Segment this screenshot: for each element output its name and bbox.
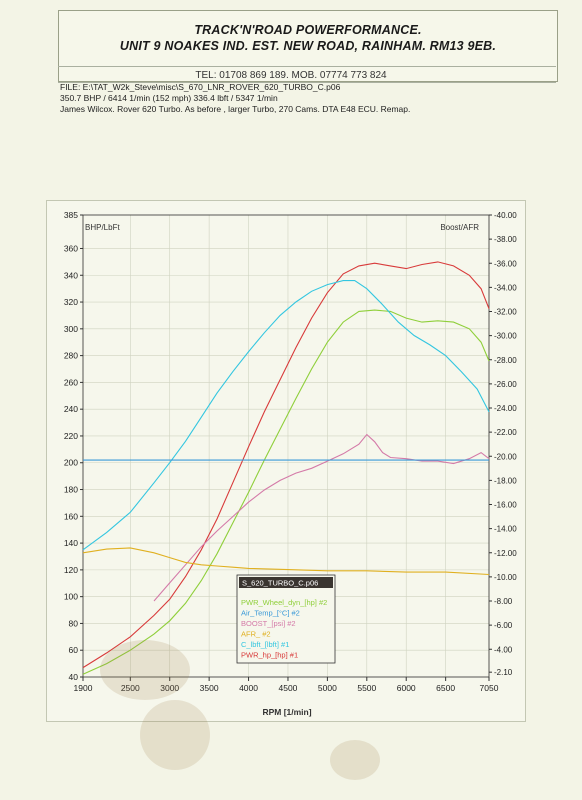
x-tick-label: 3500	[200, 683, 219, 693]
legend-entry: PWR_Wheel_dyn_[hp] #2	[241, 598, 327, 607]
y-right-tick-label: -16.00	[494, 501, 517, 510]
y-left-tick-label: 300	[64, 324, 78, 334]
legend-title-bar	[239, 577, 333, 588]
y-left-tick-label: 40	[69, 672, 79, 682]
x-tick-label: 3000	[160, 683, 179, 693]
file-path: FILE: E:\TAT_W2k_Steve\misc\S_670_LNR_RO…	[60, 82, 341, 92]
series-layer	[82, 261, 490, 675]
y-left-tick-label: 280	[64, 351, 78, 361]
series-line-afr	[82, 547, 490, 576]
plot-border	[82, 214, 490, 678]
x-tick-label: 1900	[74, 683, 93, 693]
run-info: FILE: E:\TAT_W2k_Steve\misc\S_670_LNR_RO…	[58, 82, 556, 122]
divider	[58, 66, 556, 67]
chart-frame: 1900 2500 3000 3500 4000 4500 5000 5500 6000 6500…	[46, 200, 526, 722]
run-notes: James Wilcox. Rover 620 Turbo. As before…	[60, 104, 411, 114]
legend-title: S_620_TURBO_C.p06	[242, 579, 318, 588]
y-left-tick-label: 120	[64, 565, 78, 575]
x-tick-label: 2500	[121, 683, 140, 693]
stain	[100, 640, 190, 700]
series-line-torque	[82, 280, 490, 551]
x-tick-label: 5000	[318, 683, 337, 693]
company-name: TRACK'N'ROAD POWERFORMANCE.	[194, 23, 422, 37]
y-right-tick-label: -32.00	[494, 308, 517, 317]
y-right-tick-label: -36.00	[494, 259, 517, 268]
y-right-tick-label: -20.00	[494, 452, 517, 461]
y-left-tick-label: 320	[64, 297, 78, 307]
x-tick-label: 6500	[436, 683, 455, 693]
y-right-tick-label: -40.00	[494, 211, 517, 220]
right-axis-label: Boost/AFR	[440, 223, 479, 232]
y-right-tick-label: -38.00	[494, 235, 517, 244]
y-left-tick-label: 140	[64, 538, 78, 548]
y-right-tick-label: -28.00	[494, 356, 517, 365]
y-left-tick-label: 80	[69, 618, 79, 628]
legend: S_620_TURBO_C.p06 PWR_Wheel_dyn_[hp] #2 Ai…	[236, 574, 336, 664]
stain	[140, 700, 210, 770]
company-contact: TEL: 01708 869 189. MOB. 07774 773 824	[195, 70, 387, 81]
x-tick-label: 6000	[397, 683, 416, 693]
company-address: UNIT 9 NOAKES IND. EST. NEW ROAD, RAINHA…	[119, 39, 497, 53]
x-axis-label: RPM [1/min]	[262, 707, 311, 717]
axes: 1900 2500 3000 3500 4000 4500 5000 5500 6000 6500…	[64, 210, 517, 693]
y-right-tick-label: -4.00	[494, 645, 513, 654]
y-right-tick-label: -10.00	[494, 573, 517, 582]
y-left-tick-label: 160	[64, 511, 78, 521]
x-tick-label: 4000	[239, 683, 258, 693]
legend-entry: BOOST_[psi] #2	[241, 619, 296, 628]
y-right-tick-label: -24.00	[494, 404, 517, 413]
legend-entry: PWR_hp_[hp] #1	[241, 651, 298, 660]
y-right-tick-label: -8.00	[494, 597, 513, 606]
y-left-tick-label: 100	[64, 592, 78, 602]
stain	[330, 740, 380, 780]
y-right-tick-label: -34.00	[494, 283, 517, 292]
y-right-tick-label: -6.00	[494, 621, 513, 630]
y-right-tick-label: -26.00	[494, 380, 517, 389]
y-right-tick-label: -2.10	[494, 668, 513, 677]
legend-entry: Air_Temp_[°C] #2	[241, 609, 300, 618]
x-tick-label: 7050	[480, 683, 499, 693]
y-left-tick-label: 240	[64, 404, 78, 414]
y-right-tick-label: -22.00	[494, 428, 517, 437]
series-line-wheel_power	[82, 309, 490, 675]
left-axis-label: BHP/LbFt	[85, 223, 120, 232]
y-left-tick-label: 360	[64, 243, 78, 253]
y-right-tick-label: -18.00	[494, 476, 517, 485]
legend-box	[236, 574, 336, 664]
legend-entry: AFR_ #2	[241, 630, 271, 639]
series-line-power	[82, 261, 490, 669]
y-left-tick-label: 385	[64, 210, 78, 220]
y-left-tick-label: 60	[69, 645, 79, 655]
peak-values: 350.7 BHP / 6414 1/min (152 mph) 336.4 l…	[60, 93, 278, 103]
divider	[58, 82, 556, 83]
y-right-tick-label: -14.00	[494, 525, 517, 534]
y-left-tick-label: 220	[64, 431, 78, 441]
y-left-tick-label: 340	[64, 270, 78, 280]
y-left-tick-label: 200	[64, 458, 78, 468]
y-left-tick-label: 260	[64, 377, 78, 387]
y-right-tick-label: -30.00	[494, 332, 517, 341]
x-tick-label: 4500	[279, 683, 298, 693]
series-line-boost	[153, 433, 490, 602]
x-tick-label: 5500	[357, 683, 376, 693]
dyno-chart: 1900 2500 3000 3500 4000 4500 5000 5500 6000 6500…	[64, 210, 517, 717]
header-box: TRACK'N'ROAD POWERFORMANCE. UNIT 9 NOAKE…	[58, 10, 558, 82]
y-left-tick-label: 180	[64, 485, 78, 495]
legend-entry: C_lbft_[lbft] #1	[241, 640, 289, 649]
y-right-tick-label: -12.00	[494, 549, 517, 558]
